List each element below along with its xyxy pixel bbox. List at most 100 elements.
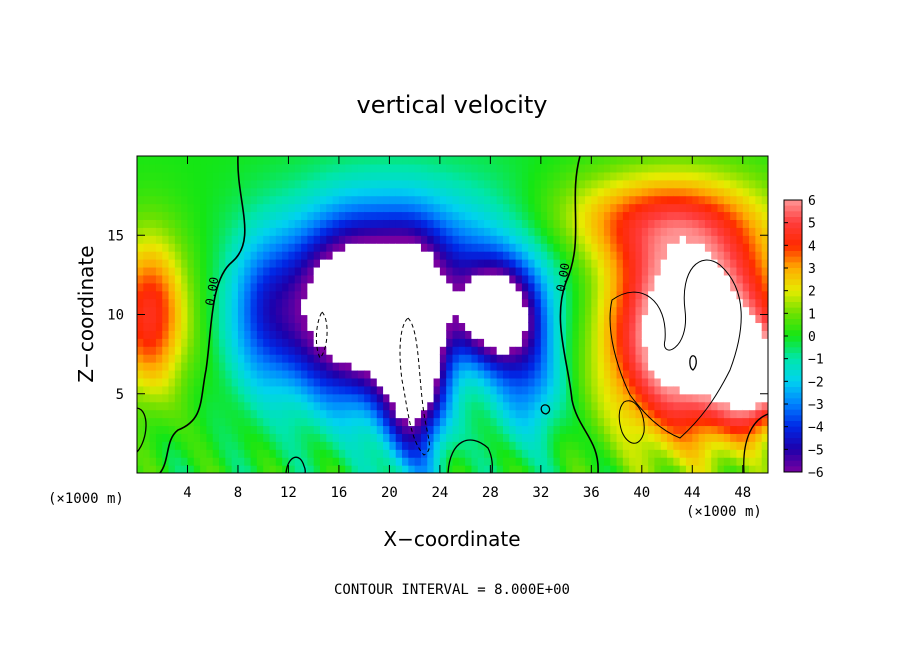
heat-cell [711,243,719,252]
heat-cell [698,457,706,466]
heat-cell [256,465,264,473]
heat-cell [667,385,674,395]
heat-cell [250,235,258,244]
heat-cell [389,385,397,395]
heat-cell [496,203,504,213]
heat-cell [692,465,700,473]
heat-cell [578,203,586,213]
heat-cell [603,203,611,213]
heat-cell [471,441,479,450]
heat-cell [402,266,409,276]
heat-cell [534,227,542,236]
heat-cell [761,417,768,427]
heat-cell [635,330,643,339]
heat-cell [591,298,599,308]
heat-cell [395,306,403,316]
heat-cell [155,354,163,363]
heat-cell [294,369,302,379]
heat-cell [383,401,390,411]
heat-cell [660,235,668,244]
heat-cell [206,266,214,276]
heat-cell [155,417,163,427]
heat-cell [465,409,473,419]
heat-cell [521,362,529,371]
heat-cell [717,235,725,244]
heat-cell [635,354,643,363]
heat-cell [761,298,768,308]
heat-cell [244,425,252,434]
heat-cell [622,251,630,260]
heat-cell [294,203,302,213]
heat-cell [370,211,378,220]
heat-cell [256,266,264,276]
heat-cell [250,369,258,379]
heat-cell [187,401,195,411]
heat-cell [698,179,706,189]
heat-cell [547,251,555,260]
heat-cell [282,322,290,331]
heat-cell [749,306,756,316]
heat-cell [275,187,283,197]
heat-cell [237,211,245,220]
heat-cell [496,298,504,308]
heat-cell [307,385,315,395]
heat-cell [181,290,189,300]
heat-cell [515,401,523,411]
heat-cell [597,235,605,244]
heat-cell [692,274,700,284]
heat-cell [181,441,189,450]
heat-cell [534,417,542,427]
heat-cell [200,449,208,458]
heat-cell [168,322,176,331]
heat-cell [559,163,567,173]
heat-cell [490,227,498,236]
heat-cell [231,219,239,228]
heat-cell [704,251,712,260]
heat-cell [143,298,151,308]
heat-cell [332,274,340,284]
heat-cell [477,187,485,197]
heat-cell [591,377,599,387]
heat-cell [193,195,201,205]
heat-cell [231,163,239,173]
heat-cell [219,156,226,165]
heat-cell [465,171,473,181]
heat-cell [244,385,252,395]
heat-cell [187,211,195,220]
heat-cell [357,187,365,197]
heat-cell [635,251,643,260]
heat-cell [496,330,504,339]
heat-cell [414,266,422,276]
heat-cell [629,156,637,165]
heat-cell [225,457,233,466]
heat-cell [723,441,731,450]
heat-cell [345,219,353,228]
heat-cell [395,425,403,434]
heat-cell [402,449,409,458]
heat-cell [730,179,738,189]
heat-cell [282,330,290,339]
heat-cell [484,409,491,419]
heat-cell [648,243,656,252]
heat-cell [755,203,763,213]
heat-cell [149,171,157,181]
heat-cell [559,457,567,466]
heat-cell [187,156,195,165]
heat-cell [635,243,643,252]
heat-cell [534,314,542,324]
heat-cell [414,314,422,324]
heat-cell [326,163,334,173]
heat-cell [193,227,201,236]
heat-cell [755,369,763,379]
colorbar-swatch [784,375,802,382]
heat-cell [414,449,422,458]
heat-cell [578,195,586,205]
heat-cell [502,219,510,228]
heat-cell [566,243,573,252]
heat-cell [193,211,201,220]
x-tick-label: 44 [684,485,701,501]
heat-cell [452,306,460,316]
heat-cell [250,354,258,363]
heat-cell [420,227,428,236]
heat-cell [641,346,649,355]
